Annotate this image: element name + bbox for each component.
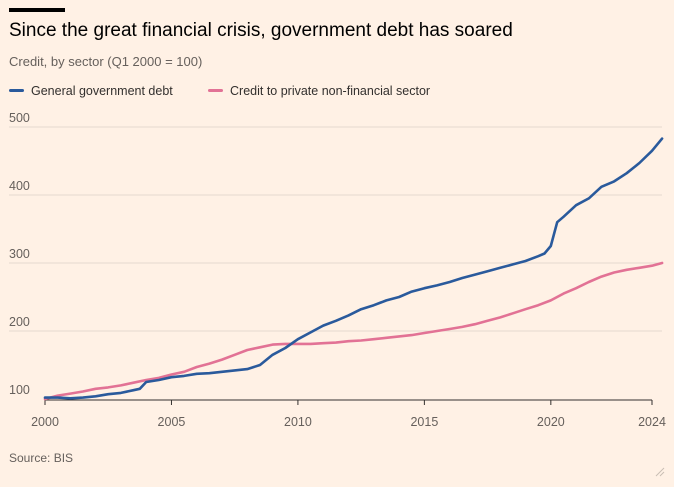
legend-swatch-private-credit bbox=[208, 89, 223, 93]
legend-label-government-debt: General government debt bbox=[31, 84, 173, 98]
y-tick-label-500: 500 bbox=[9, 111, 30, 125]
x-axis: 2000 2005 2010 2015 2020 2024 bbox=[31, 399, 666, 429]
chart-title: Since the great financial crisis, govern… bbox=[9, 20, 513, 41]
legend-item-private-credit: Credit to private non-financial sector bbox=[208, 84, 430, 98]
y-tick-label-400: 400 bbox=[9, 179, 30, 193]
y-axis-labels: 100 200 300 400 500 bbox=[9, 111, 30, 397]
series-line-government-debt bbox=[43, 137, 664, 400]
chart-subtitle: Credit, by sector (Q1 2000 = 100) bbox=[9, 54, 203, 69]
ft-brand-bar bbox=[9, 8, 65, 12]
x-tick-label-2005: 2005 bbox=[158, 415, 186, 429]
legend-label-private-credit: Credit to private non-financial sector bbox=[230, 84, 431, 98]
y-tick-label-200: 200 bbox=[9, 315, 30, 329]
series-line-private-credit bbox=[43, 261, 664, 401]
y-tick-label-300: 300 bbox=[9, 247, 30, 261]
legend-swatch-government-debt bbox=[9, 89, 24, 93]
chart-source: Source: BIS bbox=[9, 451, 74, 465]
legend-item-government-debt: General government debt bbox=[9, 84, 173, 98]
x-tick-label-2010: 2010 bbox=[284, 415, 312, 429]
y-tick-label-100: 100 bbox=[9, 383, 30, 397]
gridlines bbox=[9, 126, 662, 332]
series-lines bbox=[43, 137, 664, 401]
resize-grip-icon bbox=[655, 467, 665, 477]
x-tick-label-2015: 2015 bbox=[410, 415, 438, 429]
x-tick-label-2000: 2000 bbox=[31, 415, 59, 429]
x-tick-label-2020: 2020 bbox=[537, 415, 565, 429]
x-tick-label-2024: 2024 bbox=[638, 415, 666, 429]
